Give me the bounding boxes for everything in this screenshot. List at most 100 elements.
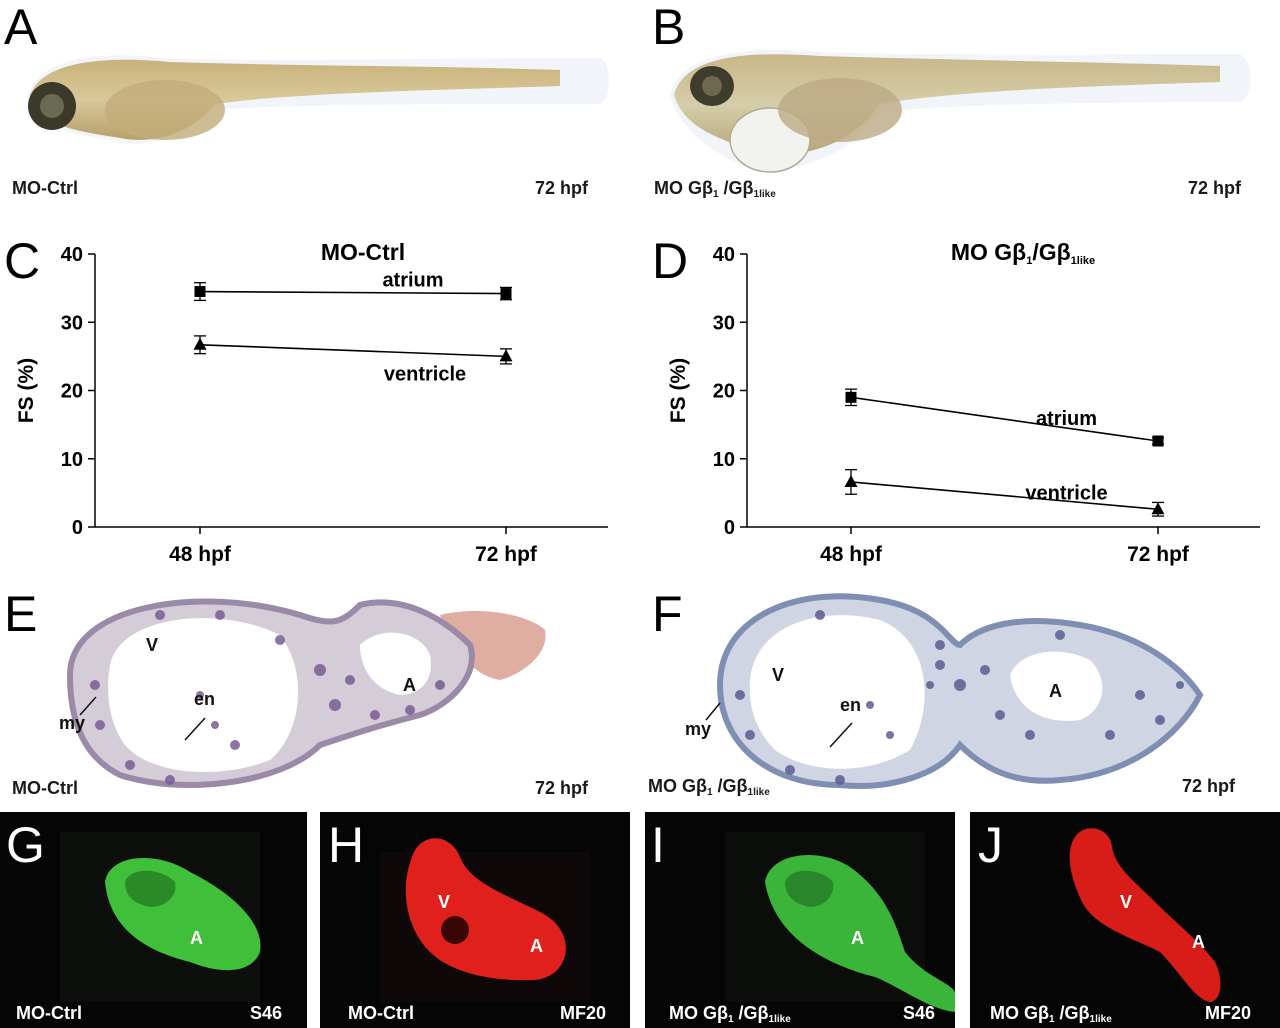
y-axis-label: FS (%): [667, 358, 690, 423]
data-point-atrium: [1152, 435, 1164, 447]
data-point-atrium: [845, 391, 857, 403]
caption-left-mid: /Gβ: [1054, 1003, 1090, 1023]
label-atrium: A: [403, 675, 416, 695]
fluorescent-heart-mf20-control: [380, 838, 590, 1002]
caption-left: MO Gβ1 /Gβ1like: [654, 178, 776, 200]
data-point-atrium: [500, 288, 512, 300]
series-label-ventricle: ventricle: [384, 364, 466, 386]
label-endocardium: en: [840, 695, 862, 715]
series-line-atrium: [199, 290, 507, 295]
larva-control-image: [28, 55, 609, 144]
caption-right: 72 hpf: [1188, 178, 1242, 198]
data-point-atrium: [194, 286, 206, 298]
series-line-ventricle: [199, 343, 507, 358]
caption-left: MO-Ctrl: [348, 1003, 414, 1023]
panel-b: B MO Gβ1 /Gβ1like 72 hpf: [640, 0, 1280, 210]
x-tick-label: 72 hpf: [1127, 543, 1190, 566]
label-ventricle: V: [438, 892, 451, 912]
label-atrium: A: [190, 928, 203, 948]
panel-g: G A MO-Ctrl S46: [0, 812, 307, 1028]
fluorescent-heart-s46-morphant: [725, 832, 955, 1012]
caption-right: MF20: [560, 1003, 607, 1023]
panel-letter: I: [651, 817, 665, 873]
caption-left: MO-Ctrl: [12, 778, 78, 798]
label-myocardium: my: [59, 713, 86, 733]
caption-left-text: MO Gβ: [990, 1003, 1049, 1023]
histology-control-image: [66, 598, 546, 788]
caption-right: 72 hpf: [535, 178, 589, 198]
x-tick-label: 48 hpf: [820, 543, 883, 566]
chart-d: 0 10 20 30 40 48 hpf 72 hpf FS (%) MO Gβ1/Gβ1lik…: [667, 239, 1260, 566]
y-axis-label: FS (%): [15, 358, 38, 423]
label-atrium: A: [1192, 932, 1205, 952]
y-tick-label: 30: [61, 312, 83, 334]
histology-morphant-image: [705, 593, 1204, 789]
chart-c: 0 10 20 30 40 48 hpf 72 hpf FS (%) MO-Ctrl atrium…: [15, 239, 608, 566]
caption-left: MO-Ctrl: [16, 1003, 82, 1023]
caption-right: 72 hpf: [535, 778, 589, 798]
series-label-atrium: atrium: [382, 270, 443, 292]
y-tick-label: 20: [61, 381, 83, 403]
caption-left-mid: /Gβ: [733, 1003, 769, 1023]
series-label-ventricle: ventricle: [1025, 483, 1107, 505]
caption-right: S46: [903, 1003, 936, 1023]
panel-e: E V A en my MO-Ctrl 72 hpf: [0, 585, 630, 805]
series-label-atrium: atrium: [1036, 408, 1097, 430]
panel-letter: F: [652, 586, 683, 642]
caption-left: MO Gβ1 /Gβ1like: [648, 776, 770, 798]
caption-sub-1: 1: [712, 189, 719, 200]
panel-letter: G: [6, 817, 45, 873]
label-ventricle: V: [1120, 892, 1133, 912]
x-tick-label: 72 hpf: [475, 543, 538, 566]
caption-left-text: MO Gβ: [654, 178, 713, 198]
panel-letter: J: [978, 817, 1003, 873]
y-tick-label: 40: [713, 244, 735, 266]
panel-letter: E: [4, 586, 38, 642]
caption-right: S46: [250, 1003, 283, 1023]
data-point-ventricle: [1151, 502, 1165, 515]
data-point-ventricle: [844, 474, 858, 487]
series-line-ventricle: [850, 481, 1159, 511]
label-ventricle: V: [146, 635, 159, 655]
label-atrium: A: [530, 936, 543, 956]
caption-right: MF20: [1205, 1003, 1252, 1023]
caption-left: MO-Ctrl: [12, 178, 78, 198]
caption-sub-2: 1like: [1089, 1014, 1112, 1025]
caption-sub-2: 1like: [747, 787, 770, 798]
panel-a: A MO-Ctrl 72 hpf: [0, 0, 630, 210]
series-line-atrium: [850, 396, 1159, 442]
panel-h: H V A MO-Ctrl MF20: [320, 812, 630, 1028]
y-tick-label: 10: [61, 449, 83, 471]
caption-sub-1: 1: [727, 1014, 734, 1025]
fluorescent-heart-s46-control: [60, 832, 261, 1002]
label-endocardium: en: [194, 689, 216, 709]
label-atrium: A: [851, 928, 864, 948]
caption-right: 72 hpf: [1182, 776, 1236, 796]
data-point-ventricle: [499, 349, 513, 362]
y-tick-label: 10: [713, 449, 735, 471]
panel-d: D 0 10 20 30 40 48 hpf 72 hpf FS (%) MO Gβ1/Gβ1l…: [640, 230, 1280, 580]
larva-morphant-image: [670, 49, 1251, 173]
caption-sub-1: 1: [706, 787, 713, 798]
label-myocardium: my: [685, 719, 712, 739]
panel-letter: D: [652, 233, 689, 289]
y-tick-label: 40: [61, 244, 83, 266]
caption-left-mid: /Gβ: [712, 776, 748, 796]
panel-letter: H: [328, 817, 365, 873]
caption-sub-2: 1like: [768, 1014, 791, 1025]
chart-title: MO Gβ1/Gβ1like: [951, 239, 1095, 267]
panel-letter: C: [4, 233, 41, 289]
caption-sub-1: 1: [1048, 1014, 1055, 1025]
label-atrium: A: [1049, 681, 1062, 701]
caption-left-text: MO Gβ: [669, 1003, 728, 1023]
y-tick-label: 20: [713, 381, 735, 403]
panel-letter: B: [652, 0, 686, 55]
panel-letter: A: [4, 0, 38, 55]
panel-j: J V A MO Gβ1 /Gβ1like MF20: [970, 812, 1280, 1028]
fluorescent-heart-mf20-morphant: [1069, 828, 1221, 1002]
x-tick-label: 48 hpf: [169, 543, 232, 566]
label-ventricle: V: [772, 665, 785, 685]
panel-f: F V A en my MO Gβ1 /Gβ1like 72 hpf: [640, 585, 1280, 805]
y-tick-label: 0: [72, 517, 83, 539]
caption-left: MO Gβ1 /Gβ1like: [990, 1003, 1112, 1025]
